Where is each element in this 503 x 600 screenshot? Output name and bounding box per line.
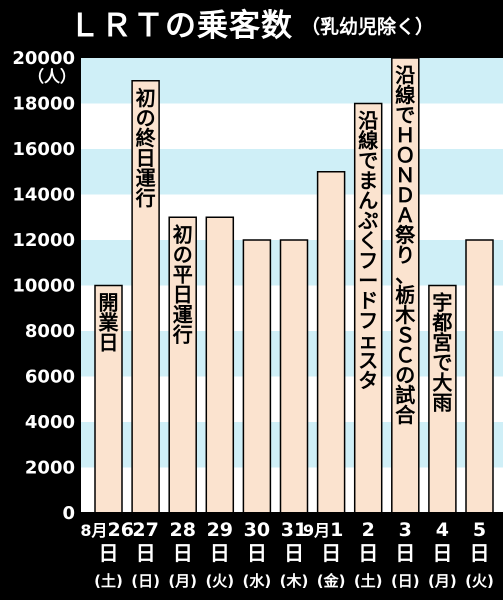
y-tick-label: 20000: [12, 48, 75, 69]
y-tick-label: 4000: [25, 412, 75, 433]
bar-annotation: 沿線でまんぷくフードフェスタ: [357, 109, 378, 393]
bar: [279, 239, 309, 514]
x-weekday-label: (水): [243, 572, 272, 590]
bar: [205, 216, 235, 514]
x-day-label: 30: [244, 519, 270, 541]
x-weekday-label: (木): [280, 572, 309, 590]
x-weekday-label: (火): [205, 572, 234, 590]
x-month-label: 9月: [303, 521, 330, 540]
x-day-label: 28: [169, 519, 195, 541]
bars: [94, 57, 494, 514]
x-day-suffix-label: 日: [210, 541, 230, 565]
bar: [242, 239, 272, 514]
bar: [131, 80, 160, 514]
x-day-suffix-label: 日: [470, 541, 490, 565]
bar: [94, 284, 123, 514]
bar-annotation: 初の平日運行: [172, 222, 193, 346]
chart-subtitle: （乳幼児除く）: [300, 15, 434, 38]
chart-title-bar: ＬＲＴの乗客数 （乳幼児除く）: [0, 0, 503, 44]
bar: [391, 57, 420, 514]
x-weekday-label: (日): [131, 572, 160, 590]
y-tick-label: 18000: [12, 94, 75, 115]
x-day-label: 27: [132, 519, 158, 541]
x-weekday-label: (日): [391, 572, 420, 590]
x-day-suffix-label: 日: [321, 541, 341, 565]
x-day-label: 5: [473, 519, 486, 541]
y-tick-label: 14000: [12, 185, 75, 206]
x-day-suffix-label: 日: [284, 541, 304, 565]
y-tick-label: 12000: [12, 230, 75, 251]
y-tick-label: 2000: [25, 458, 75, 479]
x-day-label: 1: [330, 519, 343, 541]
x-month-label: 8月: [80, 521, 107, 540]
x-day-suffix-label: 日: [136, 541, 156, 565]
bar-annotation: 宇都宮で大雨: [431, 291, 452, 415]
y-tick-label: 10000: [12, 276, 75, 297]
x-day-suffix-label: 日: [99, 541, 119, 565]
y-tick-label: 0: [62, 503, 75, 524]
x-day-suffix-label: 日: [395, 541, 415, 565]
x-day-suffix-label: 日: [432, 541, 452, 565]
x-day-label: 31: [281, 519, 307, 541]
x-day-suffix-label: 日: [173, 541, 193, 565]
x-weekday-label: (土): [354, 572, 383, 590]
y-tick-label: 6000: [25, 367, 75, 388]
bar: [428, 284, 457, 514]
bar-annotation: 初の終日運行: [135, 86, 157, 210]
bar-annotation: 開業日: [99, 291, 120, 355]
x-weekday-label: (月): [168, 572, 197, 590]
chart-title: ＬＲＴの乗客数: [68, 7, 293, 44]
bar: [465, 239, 494, 514]
y-tick-label: 8000: [25, 321, 75, 342]
x-day-label: 3: [399, 519, 412, 541]
x-weekday-label: (月): [428, 572, 457, 590]
x-day-suffix-label: 日: [358, 541, 378, 565]
y-axis-unit-label: （人）: [28, 67, 76, 86]
x-weekday-label: (火): [465, 572, 494, 590]
x-day-label: 2: [362, 519, 375, 541]
x-day-label: 29: [207, 519, 233, 541]
y-axis: 0 2000 4000 6000 8000 10000 12000 14000 16000 180…: [12, 48, 81, 524]
bar-annotation: 沿線でＨＯＮＤＡ祭り、栃木ＳＣの試合: [394, 63, 416, 427]
x-day-label: 4: [436, 519, 449, 541]
x-weekday-label: (土): [94, 572, 123, 590]
y-tick-label: 16000: [12, 139, 75, 160]
bar: [353, 102, 383, 514]
x-day-label: 26: [108, 519, 134, 541]
x-day-suffix-label: 日: [247, 541, 267, 565]
x-axis: 8月 26日(土)27日(日)28日(月)29日(火)30日(水)31日(木)9月…: [80, 512, 503, 590]
bar: [316, 171, 346, 514]
x-weekday-label: (金): [317, 572, 346, 590]
